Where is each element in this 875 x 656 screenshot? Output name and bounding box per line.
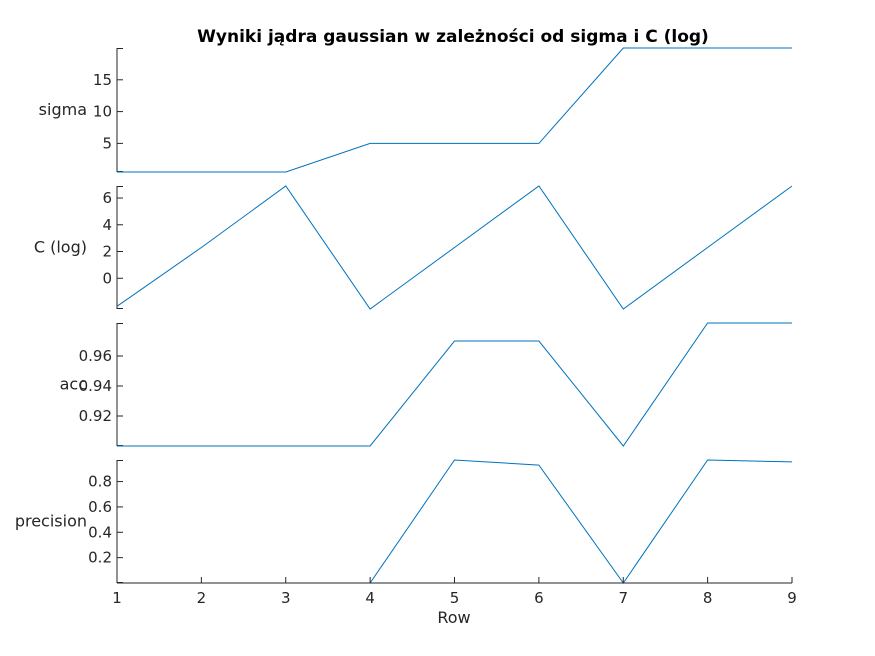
series-line-sigma [117, 47, 792, 173]
x-tick-label: 8 [703, 589, 713, 607]
y-tick-label: 0.94 [79, 377, 112, 395]
y-tick-label: 0.8 [88, 473, 112, 491]
chart-title: Wyniki jądra gaussian w zależności od si… [197, 27, 709, 47]
x-tick-label: 9 [787, 589, 797, 607]
x-tick-label: 4 [365, 589, 375, 607]
series-line-acc [117, 322, 792, 447]
series-line-precision [117, 459, 793, 584]
x-tick-label: 5 [450, 589, 460, 607]
x-tick-label: 3 [281, 589, 291, 607]
y-axis-label: acc [60, 375, 87, 394]
y-axis-label: C (log) [34, 238, 87, 257]
y-axis-label: precision [15, 512, 87, 531]
y-tick-label: 15 [93, 71, 112, 89]
y-tick-label: 0 [102, 269, 112, 287]
y-tick-label: 2 [102, 243, 112, 261]
y-tick-label: 0.2 [88, 549, 112, 567]
x-tick-label: 2 [197, 589, 207, 607]
panel-1: 5 10 15 sigma [39, 47, 792, 173]
x-axis-label: Row [437, 608, 470, 627]
x-tick-label: 1 [112, 589, 122, 607]
x-axis: 1 2 3 4 5 6 7 8 9 [112, 577, 797, 607]
y-tick-label: 0.6 [88, 498, 112, 516]
panel-2: 0 2 4 6 C (log) [34, 185, 793, 310]
panel-3: 0.92 0.94 0.96 acc [60, 322, 792, 447]
y-tick-label: 0.4 [88, 523, 112, 541]
y-tick-label: 4 [102, 216, 112, 234]
x-tick-label: 6 [534, 589, 544, 607]
y-tick-label: 10 [93, 103, 112, 121]
series-line-clog [116, 185, 793, 310]
y-tick-label: 0.96 [79, 347, 112, 365]
panel-4: 0.2 0.4 0.6 0.8 precision [15, 459, 793, 584]
x-tick-label: 7 [618, 589, 628, 607]
y-axis-label: sigma [39, 100, 87, 119]
y-tick-label: 0.92 [79, 407, 112, 425]
y-tick-label: 6 [102, 189, 112, 207]
y-tick-label: 5 [102, 134, 112, 152]
